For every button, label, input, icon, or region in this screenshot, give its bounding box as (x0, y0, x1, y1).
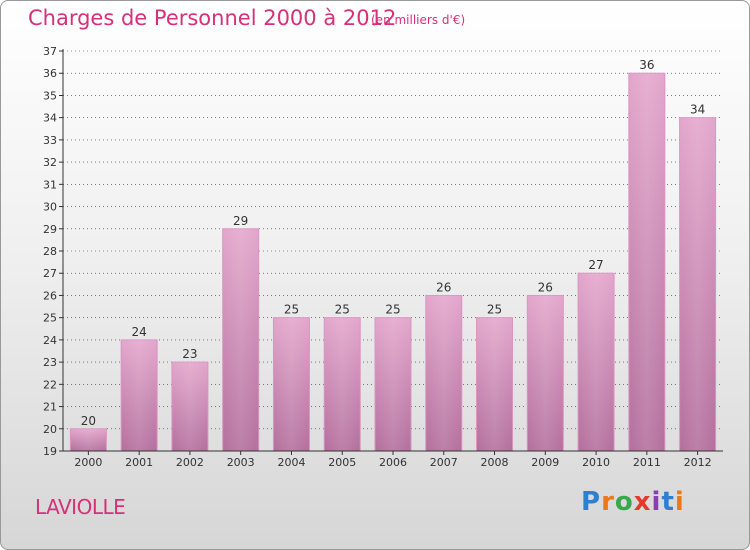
data-label: 25 (487, 303, 502, 317)
data-label: 29 (233, 214, 248, 228)
bar-shine (273, 317, 310, 451)
data-label: 34 (690, 103, 705, 117)
bar-2004 (272, 317, 310, 452)
bars (69, 72, 717, 452)
x-tick-label: 2007 (430, 456, 458, 469)
y-tick-label: 24 (43, 334, 57, 347)
bar-shine (222, 228, 259, 451)
bar-shine (425, 295, 462, 451)
x-tick-label: 2010 (582, 456, 610, 469)
data-label: 26 (436, 280, 451, 294)
y-tick-label: 28 (43, 245, 57, 258)
x-tick-label: 2011 (633, 456, 661, 469)
y-tick-label: 36 (43, 67, 57, 80)
bar-shine (121, 339, 158, 451)
logo-letter: i (651, 487, 662, 517)
x-tick-label: 2012 (684, 456, 712, 469)
bar-2002 (171, 361, 209, 452)
commune-name: LAVIOLLE (35, 495, 126, 519)
y-tick-label: 22 (43, 378, 57, 391)
logo-letter: t (661, 487, 675, 517)
chart-subtitle: (en milliers d'€) (371, 13, 466, 27)
y-tick-label: 32 (43, 156, 57, 169)
bar-2010 (577, 272, 615, 452)
y-tick-label: 34 (43, 112, 57, 125)
x-tick-label: 2009 (531, 456, 559, 469)
bar-2012 (679, 117, 717, 452)
logo-letter: x (633, 487, 652, 517)
y-tick-label: 35 (43, 89, 57, 102)
x-tick-label: 2005 (328, 456, 356, 469)
bar-shine (476, 317, 513, 451)
data-label: 23 (182, 347, 197, 361)
bar-2006 (374, 317, 412, 452)
bar-2001 (120, 339, 158, 452)
bar-2007 (425, 294, 463, 452)
bar-shine (679, 117, 716, 452)
bar-2011 (628, 72, 666, 452)
x-tick-label: 2002 (176, 456, 204, 469)
y-tick-label: 37 (43, 45, 57, 58)
y-tick-label: 26 (43, 289, 57, 302)
y-tick-label: 30 (43, 201, 57, 214)
bar-shine (324, 317, 361, 451)
y-tick-label: 19 (43, 445, 57, 458)
data-label: 27 (588, 258, 603, 272)
x-tick-label: 2008 (481, 456, 509, 469)
bar-2009 (526, 294, 564, 452)
x-tick-label: 2004 (277, 456, 305, 469)
data-label: 25 (385, 303, 400, 317)
bar-shine (628, 73, 665, 451)
data-label: 25 (335, 303, 350, 317)
y-tick-label: 29 (43, 223, 57, 236)
bar-shine (171, 362, 208, 451)
y-tick-label: 21 (43, 401, 57, 414)
y-tick-label: 25 (43, 312, 57, 325)
x-tick-label: 2003 (227, 456, 255, 469)
labels: 19 20 21 22 23 24 25 26 27 28 29 30 31 32 33 34 35 36 37 20… (43, 45, 712, 469)
bar-2003 (222, 228, 260, 452)
bar-shine (375, 317, 411, 451)
data-label: 25 (284, 303, 299, 317)
y-tick-label: 20 (43, 423, 57, 436)
bar-2000 (69, 428, 107, 452)
bar-shine (578, 273, 615, 451)
data-label: 36 (639, 58, 654, 72)
bar-2005 (323, 317, 361, 452)
data-label: 26 (538, 280, 553, 294)
logo-letter: r (601, 487, 615, 517)
proxiti-logo: Proxiti (581, 487, 685, 517)
data-label: 20 (81, 414, 96, 428)
y-tick-label: 31 (43, 178, 57, 191)
data-label: 24 (132, 325, 147, 339)
y-tick-label: 23 (43, 356, 57, 369)
bar-2008 (476, 317, 514, 452)
logo-letter: i (674, 487, 685, 517)
x-tick-label: 2006 (379, 456, 407, 469)
logo-letter: P (581, 487, 602, 517)
logo-letter: o (614, 487, 634, 517)
x-tick-label: 2000 (74, 456, 102, 469)
y-tick-label: 33 (43, 134, 57, 147)
chart-title: Charges de Personnel 2000 à 2012 (28, 6, 397, 30)
axes (59, 49, 723, 455)
x-tick-label: 2001 (125, 456, 153, 469)
y-tick-label: 27 (43, 267, 57, 280)
bar-shine (527, 295, 564, 451)
bar-shine (70, 428, 107, 451)
